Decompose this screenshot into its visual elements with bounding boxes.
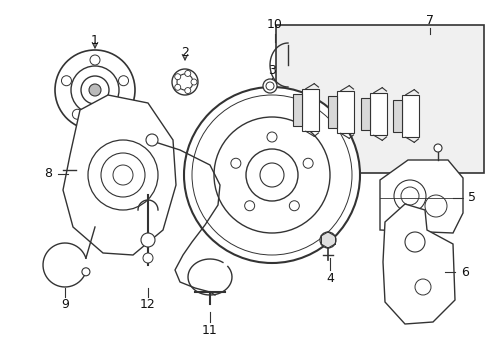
Circle shape	[82, 268, 90, 276]
Circle shape	[393, 180, 425, 212]
Text: 3: 3	[267, 63, 275, 77]
Circle shape	[191, 79, 197, 85]
Polygon shape	[327, 96, 336, 128]
Circle shape	[266, 132, 276, 142]
Circle shape	[244, 201, 254, 211]
Text: 11: 11	[202, 324, 218, 337]
Text: 10: 10	[266, 18, 283, 31]
Text: 7: 7	[425, 13, 433, 27]
Circle shape	[263, 79, 276, 93]
Polygon shape	[360, 98, 369, 130]
Circle shape	[172, 69, 198, 95]
Circle shape	[183, 87, 359, 263]
Circle shape	[245, 149, 297, 201]
Polygon shape	[401, 95, 418, 137]
Circle shape	[71, 66, 119, 114]
Polygon shape	[336, 91, 353, 133]
Circle shape	[142, 253, 153, 263]
Polygon shape	[379, 160, 462, 233]
Circle shape	[107, 109, 118, 119]
Text: 8: 8	[44, 167, 52, 180]
Circle shape	[184, 87, 190, 94]
Circle shape	[174, 84, 181, 90]
Polygon shape	[369, 93, 386, 135]
Circle shape	[72, 109, 82, 119]
Circle shape	[90, 55, 100, 65]
Circle shape	[400, 187, 418, 205]
Circle shape	[303, 158, 312, 168]
Circle shape	[433, 144, 441, 152]
Circle shape	[113, 165, 133, 185]
Text: 2: 2	[181, 45, 188, 58]
Circle shape	[55, 50, 135, 130]
Circle shape	[214, 117, 329, 233]
Text: 12: 12	[140, 298, 156, 311]
Circle shape	[192, 95, 351, 255]
Circle shape	[289, 201, 299, 211]
Circle shape	[81, 76, 109, 104]
Circle shape	[265, 82, 273, 90]
Circle shape	[118, 76, 128, 86]
Circle shape	[141, 233, 155, 247]
Circle shape	[184, 71, 190, 76]
Circle shape	[88, 140, 158, 210]
Circle shape	[319, 232, 335, 248]
Circle shape	[61, 76, 71, 86]
Circle shape	[101, 153, 145, 197]
Polygon shape	[392, 100, 401, 132]
Circle shape	[174, 74, 181, 80]
Text: 4: 4	[325, 271, 333, 284]
Polygon shape	[63, 95, 176, 255]
Circle shape	[404, 232, 424, 252]
Polygon shape	[382, 204, 454, 324]
Polygon shape	[301, 89, 318, 131]
Text: 9: 9	[61, 298, 69, 311]
Text: 6: 6	[460, 265, 468, 279]
Circle shape	[146, 134, 158, 146]
Circle shape	[260, 163, 284, 187]
Circle shape	[89, 84, 101, 96]
Circle shape	[424, 195, 446, 217]
Text: 5: 5	[467, 192, 475, 204]
Circle shape	[177, 74, 193, 90]
Bar	[276, 25, 483, 173]
Text: 1: 1	[91, 33, 99, 46]
Circle shape	[230, 158, 241, 168]
Circle shape	[414, 279, 430, 295]
Polygon shape	[292, 94, 301, 126]
